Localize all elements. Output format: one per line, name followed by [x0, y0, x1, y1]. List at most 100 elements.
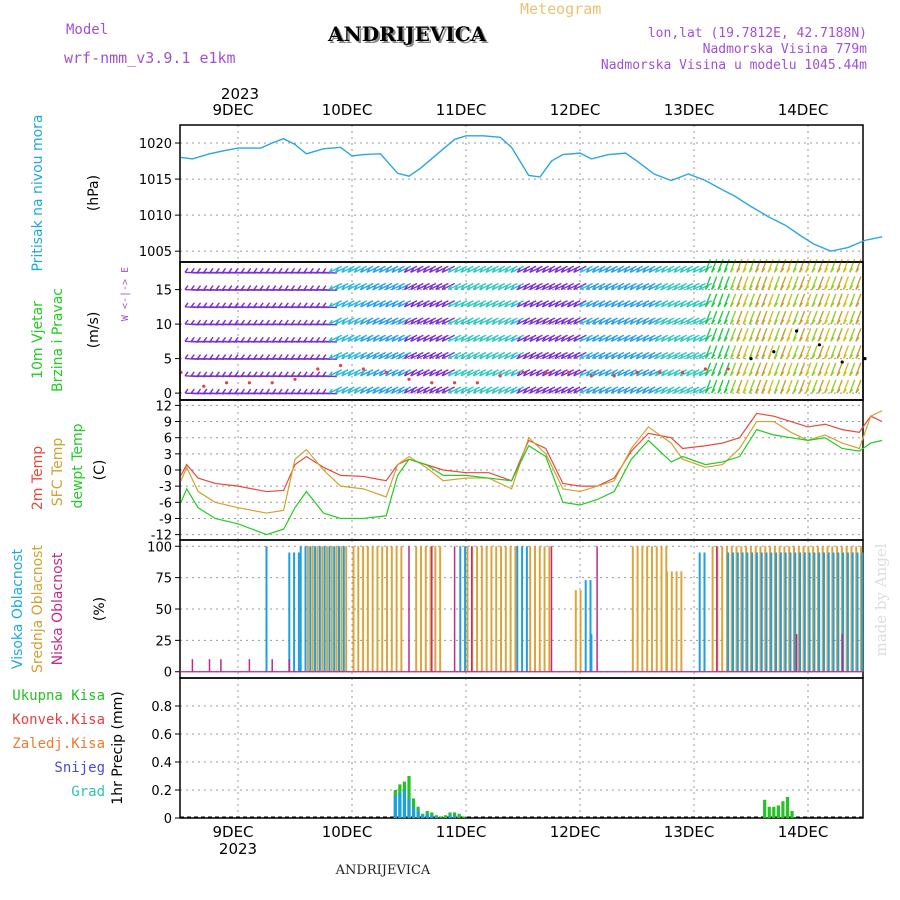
wind-barb-flag	[190, 319, 195, 325]
wind-barb-flag	[686, 354, 691, 360]
wind-barb-flag	[391, 388, 396, 394]
wind-barb	[623, 300, 637, 308]
wind-barb	[629, 300, 644, 308]
wind-barb	[692, 334, 706, 342]
footer-station: ANDRIJEVICA	[335, 863, 431, 878]
wind-barb-flag	[297, 336, 302, 342]
wind-barb-flag	[742, 354, 747, 360]
wind-barb-flag	[566, 285, 572, 291]
y-tick-label: 9	[164, 416, 172, 431]
wind-barb-flag	[472, 371, 477, 377]
wind-barb-flag	[454, 371, 459, 377]
wind-barb	[341, 300, 355, 308]
wind-barb	[335, 369, 349, 377]
high-cloud-label: Visoka Oblacnost	[10, 548, 26, 669]
wind-barb-flag	[554, 302, 559, 308]
wind-barb	[636, 386, 650, 394]
wind-barb	[673, 369, 687, 377]
wind-barb-flag	[523, 388, 528, 394]
wind-unit: (m/s)	[86, 312, 102, 349]
wind-barb-flag	[780, 319, 785, 325]
wind-barb-flag	[278, 388, 283, 394]
wind-barb-flag	[660, 371, 666, 377]
wind-barb-flag	[585, 388, 590, 394]
wind-barb-flag	[736, 285, 741, 291]
wind-barb	[328, 334, 343, 342]
panel-0: 1005 1010 1015 1020	[139, 124, 883, 263]
wind-barb-flag	[554, 354, 559, 360]
wind-barb	[573, 300, 587, 308]
wind-barb-flag	[309, 388, 314, 394]
wind-barb	[498, 334, 512, 342]
wind-barb	[485, 317, 499, 325]
wind-barb	[661, 282, 675, 291]
wind-barb-flag	[573, 371, 578, 377]
wind-barb-flag	[328, 319, 333, 325]
wind-barb-flag	[441, 354, 446, 360]
wind-barb-flag	[566, 302, 572, 308]
wind-barb-flag	[410, 302, 415, 308]
wind-barb-flag	[190, 302, 195, 308]
wind-barb-flag	[491, 371, 496, 377]
wind-barb-flag	[297, 388, 302, 394]
wind-barb-flag	[253, 388, 258, 394]
wind-barb	[466, 386, 481, 394]
wind-barb-flag	[805, 285, 810, 291]
wind-barb	[385, 351, 399, 360]
wind-barb-flag	[855, 319, 860, 325]
wind-barb-flag	[485, 336, 490, 342]
wind-barb	[328, 300, 343, 308]
wind-barb-flag	[849, 302, 854, 308]
wind-barb-flag	[353, 285, 358, 291]
wind-barb	[648, 265, 662, 273]
wind-barb-flag	[780, 302, 785, 308]
wind-barb	[460, 334, 474, 342]
wind-barb	[560, 317, 575, 325]
wind-barb	[397, 282, 412, 291]
wind-barb	[422, 282, 437, 291]
wind-barb-flag	[692, 336, 697, 342]
wind-barb	[567, 351, 581, 360]
wind-barb-flag	[403, 302, 409, 308]
wind-barb-flag	[472, 354, 477, 360]
wind-barb	[360, 369, 374, 377]
wind-barb-flag	[604, 319, 609, 325]
top-date-label: 10DEC	[322, 101, 373, 119]
y-tick-label: 0	[164, 812, 172, 827]
wind-barb	[686, 300, 700, 308]
wind-barb-flag	[460, 302, 465, 308]
wind-barb-flag	[598, 267, 603, 273]
wind-barb	[573, 265, 587, 273]
wind-barb-flag	[811, 285, 816, 291]
wind-barb	[673, 334, 687, 342]
wind-barb-flag	[347, 336, 352, 342]
wind-barb-flag	[541, 285, 546, 291]
wind-barb	[579, 351, 593, 360]
wind-barb-flag	[253, 354, 258, 360]
wind-barb-flag	[447, 354, 452, 360]
wind-barb-flag	[817, 336, 822, 342]
y-tick-label: 100	[147, 540, 172, 555]
wind-barb	[479, 300, 493, 308]
wind-barb	[479, 334, 493, 342]
wind-barb	[485, 265, 499, 273]
wind-barb-flag	[215, 371, 220, 377]
wind-barb-flag	[541, 267, 546, 273]
wind-barb-flag	[729, 285, 735, 291]
wind-barb-flag	[761, 319, 766, 325]
wind-barb-flag	[366, 302, 371, 308]
y-tick-label: -9	[159, 512, 172, 527]
wind-barb	[416, 317, 430, 325]
wind-barb-flag	[698, 319, 703, 325]
wind-barb-flag	[767, 371, 772, 377]
bottom-date-label: 12DEC	[550, 823, 601, 841]
wind-barb-flag	[259, 267, 264, 273]
wind-barb-flag	[679, 354, 684, 360]
panel-1: 0 5 10 15	[155, 259, 867, 402]
wind-barb	[692, 265, 706, 273]
wind-barb-flag	[654, 319, 659, 325]
y-tick-label: 0.6	[151, 728, 172, 743]
wind-barb	[429, 369, 443, 377]
bottom-date-label: 14DEC	[778, 823, 829, 841]
wind-barb	[397, 300, 412, 308]
